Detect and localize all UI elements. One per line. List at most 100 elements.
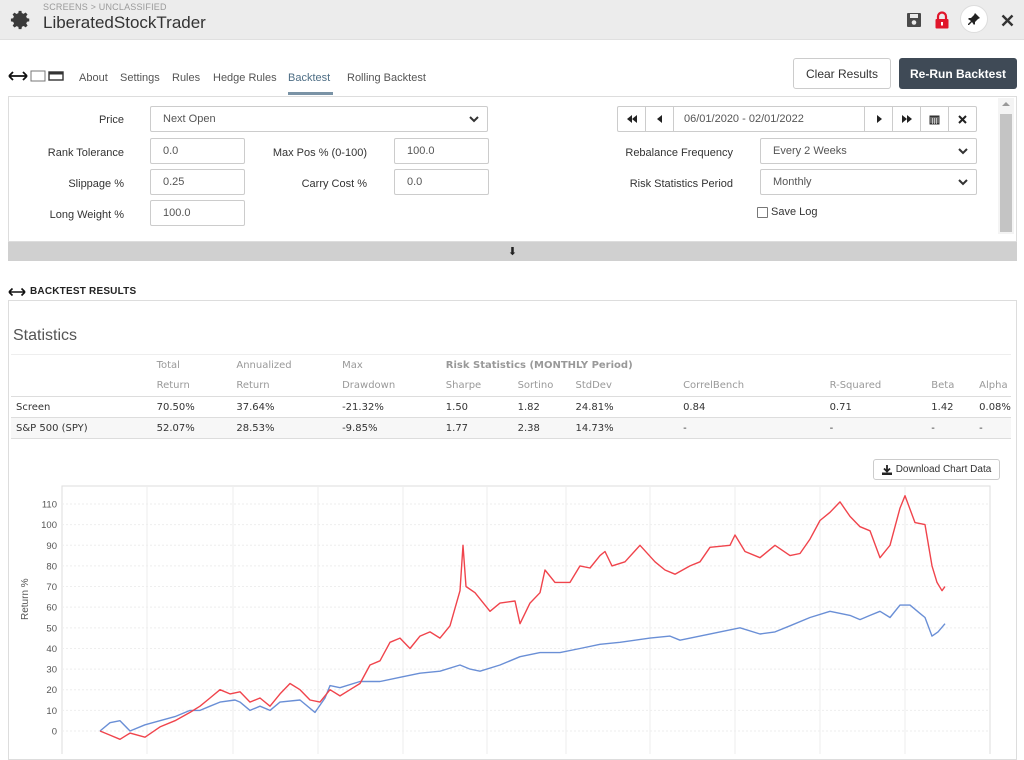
table-row: S&P 500 (SPY) 52.07% 28.53% -9.85% 1.77 … — [11, 417, 1011, 439]
table-row: Screen 70.50% 37.64% -21.32% 1.50 1.82 2… — [11, 396, 1011, 418]
header-cell: Beta — [931, 380, 955, 392]
settings-scrollbar[interactable] — [998, 98, 1014, 234]
header-cell: Total — [151, 354, 232, 376]
y-tick-label: 0 — [52, 727, 57, 738]
carry-cost-input[interactable]: 0.0 — [394, 169, 489, 195]
clear-date-button[interactable] — [948, 107, 976, 131]
date-range-picker: 06/01/2020 - 02/01/2022 — [617, 106, 977, 132]
tab-rolling-backtest[interactable]: Rolling Backtest — [347, 72, 426, 84]
next-period-button[interactable] — [864, 107, 892, 131]
lock-icon[interactable] — [930, 8, 954, 32]
header-cell: Return — [156, 380, 190, 392]
expand-horizontal-icon[interactable] — [8, 287, 26, 297]
results-title: BACKTEST RESULTS — [30, 286, 137, 297]
y-axis-ticks: 0 10 20 30 40 50 60 70 80 90 100 110 — [41, 500, 57, 738]
sortino-cell: 1.82 — [512, 396, 571, 418]
risk-statistics-header: Risk Statistics (MONTHLY Period) — [440, 354, 1011, 376]
series-line-s-p-500-spy- — [99, 604, 946, 732]
r-squared-cell: 0.71 — [824, 396, 927, 418]
step-forward-icon — [876, 115, 882, 123]
y-tick-label: 20 — [46, 685, 57, 696]
chevron-down-icon — [958, 148, 968, 155]
price-select[interactable]: Next Open — [150, 106, 488, 132]
download-chart-data-button[interactable]: Download Chart Data — [873, 459, 1000, 480]
active-tab-indicator — [288, 92, 333, 95]
returns-line-chart: 0 10 20 30 40 50 60 70 80 90 100 110 — [41, 485, 991, 754]
layout-split-icon[interactable] — [48, 70, 64, 82]
expand-horizontal-icon[interactable] — [8, 70, 28, 82]
header-cell: Sharpe — [445, 380, 482, 392]
slippage-input[interactable]: 0.25 — [150, 169, 245, 195]
long-weight-input[interactable]: 100.0 — [150, 200, 245, 226]
arrow-down-icon: ⬇ — [507, 246, 518, 258]
rebalance-frequency-label: Rebalance Frequency — [625, 147, 733, 159]
alpha-cell: - — [974, 417, 1011, 439]
header-cell: Drawdown — [342, 380, 396, 392]
r-squared-cell: - — [824, 417, 927, 439]
tab-rules[interactable]: Rules — [172, 72, 201, 84]
row-name: Screen — [11, 396, 152, 418]
header-cell — [11, 354, 152, 376]
prev-period-button[interactable] — [646, 107, 674, 131]
tab-hedge-rules[interactable]: Hedge Rules — [213, 72, 277, 84]
header-cell: R-Squared — [829, 380, 882, 392]
correlbench-cell: - — [678, 417, 825, 439]
rebalance-frequency-select[interactable]: Every 2 Weeks — [760, 138, 977, 164]
max-pos-input[interactable]: 100.0 — [394, 138, 489, 164]
y-tick-label: 70 — [46, 582, 57, 593]
calendar-button[interactable] — [920, 107, 948, 131]
gear-icon[interactable] — [10, 9, 32, 31]
scroll-up-arrow-icon[interactable] — [1002, 102, 1010, 106]
save-log-checkbox[interactable]: Save Log — [757, 206, 817, 218]
y-tick-label: 50 — [46, 623, 57, 634]
y-tick-label: 30 — [46, 665, 57, 676]
risk-statistics-period-select[interactable]: Monthly — [760, 169, 977, 195]
header-cell: Alpha — [979, 380, 1008, 392]
slippage-label: Slippage % — [68, 178, 124, 190]
annualized-return-cell: 37.64% — [231, 396, 338, 418]
rerun-backtest-button[interactable]: Re-Run Backtest — [899, 58, 1017, 89]
close-icon[interactable] — [995, 8, 1019, 32]
chevron-down-icon — [958, 179, 968, 186]
statistics-title: Statistics — [13, 327, 78, 344]
first-period-button[interactable] — [618, 107, 646, 131]
y-tick-label: 60 — [46, 603, 57, 614]
header-cell: CorrelBench — [683, 380, 745, 392]
table-header-row: Total Annualized Max Risk Statistics (MO… — [11, 354, 1011, 376]
breadcrumb: SCREENS > UNCLASSIFIED — [43, 2, 167, 12]
tab-backtest[interactable]: Backtest — [288, 72, 331, 84]
series-line-screen — [99, 495, 946, 740]
scrollbar-thumb[interactable] — [1000, 114, 1012, 232]
close-icon — [958, 114, 967, 124]
date-range-input[interactable]: 06/01/2020 - 02/01/2022 — [684, 113, 804, 125]
download-icon — [881, 464, 892, 475]
download-label: Download Chart Data — [895, 464, 992, 475]
tab-settings[interactable]: Settings — [120, 72, 160, 84]
total-return-cell: 52.07% — [151, 417, 232, 439]
y-tick-label: 110 — [42, 500, 57, 511]
collapse-settings-bar[interactable]: ⬇ — [8, 242, 1017, 261]
pin-icon[interactable] — [960, 5, 988, 33]
stddev-cell: 24.81% — [570, 396, 679, 418]
tab-about[interactable]: About — [79, 72, 108, 84]
max-drawdown-cell: -9.85% — [337, 417, 441, 439]
header-cell — [11, 376, 152, 397]
correlbench-cell: 0.84 — [678, 396, 825, 418]
last-period-button[interactable] — [892, 107, 920, 131]
row-name: S&P 500 (SPY) — [11, 417, 152, 439]
window-title: LiberatedStockTrader — [43, 13, 206, 32]
alpha-cell: 0.08% — [974, 396, 1011, 418]
clear-results-button[interactable]: Clear Results — [793, 58, 891, 89]
step-backward-icon — [656, 115, 662, 123]
checkbox-box[interactable] — [757, 206, 768, 218]
fast-forward-icon — [901, 115, 912, 123]
stddev-cell: 14.73% — [570, 417, 679, 439]
save-icon[interactable] — [902, 8, 926, 32]
chevron-down-icon — [469, 116, 479, 123]
table-header-row: Return Return Drawdown Sharpe Sortino St… — [11, 376, 1011, 397]
max-pos-label: Max Pos % (0-100) — [272, 147, 367, 159]
rank-tolerance-input[interactable]: 0.0 — [150, 138, 245, 164]
layout-single-icon[interactable] — [30, 70, 46, 82]
sortino-cell: 2.38 — [512, 417, 571, 439]
beta-cell: - — [926, 417, 975, 439]
